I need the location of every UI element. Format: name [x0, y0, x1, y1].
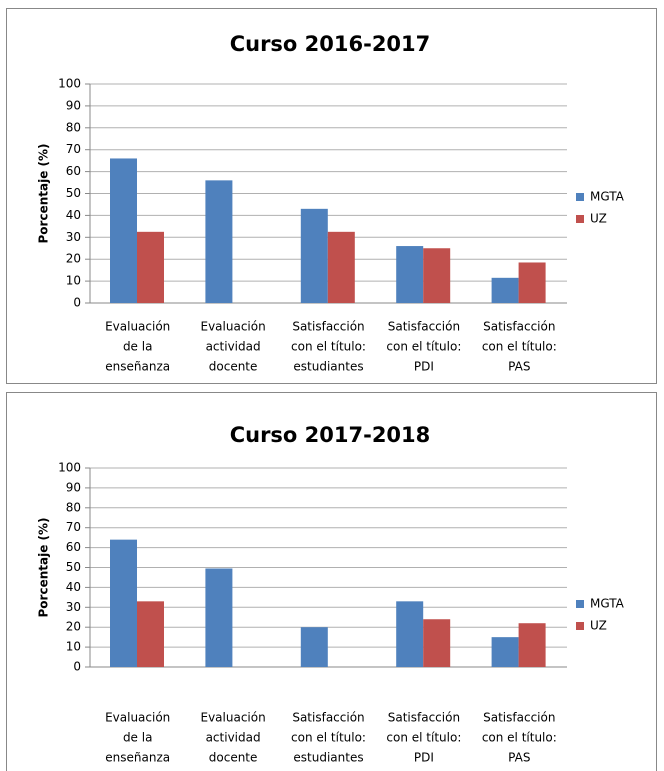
y-tick-label: 10 — [66, 640, 81, 654]
x-tick-label: enseñanza — [105, 751, 170, 765]
chart-title: Curso 2016-2017 — [230, 32, 431, 56]
y-axis-label: Porcentaje (%) — [37, 143, 51, 243]
x-tick-label: estudiantes — [293, 360, 363, 374]
bar — [110, 158, 137, 303]
y-tick-label: 70 — [66, 520, 81, 534]
y-axis-label: Porcentaje (%) — [37, 517, 51, 617]
bar — [110, 539, 137, 667]
legend-swatch — [576, 622, 584, 630]
x-tick-label: PAS — [508, 360, 530, 374]
x-tick-label: con el título: — [386, 731, 461, 745]
bar — [423, 619, 451, 667]
bar — [491, 277, 519, 303]
bar — [518, 262, 546, 303]
legend-label: UZ — [590, 212, 607, 226]
chart-title: Curso 2017-2018 — [230, 423, 431, 447]
y-tick-label: 40 — [66, 208, 81, 222]
y-tick-label: 0 — [73, 296, 81, 310]
y-tick-label: 60 — [66, 540, 81, 554]
y-tick-label: 80 — [66, 500, 81, 514]
x-tick-label: Evaluación — [105, 320, 170, 334]
legend-label: UZ — [590, 619, 607, 633]
y-tick-label: 50 — [66, 560, 81, 574]
bar — [396, 246, 424, 303]
x-tick-label: con el título: — [291, 340, 366, 354]
bar — [300, 627, 328, 667]
bar — [205, 568, 233, 667]
x-tick-label: Evaluación — [105, 711, 170, 725]
x-tick-label: PDI — [414, 751, 434, 765]
bar — [327, 231, 355, 303]
legend-swatch — [576, 215, 584, 223]
y-tick-label: 30 — [66, 600, 81, 614]
bar — [396, 601, 424, 667]
bar — [491, 637, 519, 667]
bar — [137, 601, 164, 667]
y-tick-label: 20 — [66, 252, 81, 266]
x-tick-label: de la — [123, 731, 153, 745]
y-tick-label: 70 — [66, 142, 81, 156]
x-tick-label: enseñanza — [105, 360, 170, 374]
x-tick-label: docente — [209, 751, 258, 765]
x-tick-label: Satisfacción — [388, 711, 460, 725]
x-tick-label: PDI — [414, 360, 434, 374]
y-tick-label: 40 — [66, 580, 81, 594]
legend-label: MGTA — [590, 190, 625, 204]
y-tick-label: 50 — [66, 186, 81, 200]
bar — [518, 623, 546, 667]
x-tick-label: con el título: — [482, 731, 557, 745]
x-tick-label: Satisfacción — [483, 320, 555, 334]
x-tick-label: con el título: — [291, 731, 366, 745]
x-tick-label: actividad — [206, 731, 261, 745]
x-tick-label: Evaluación — [200, 711, 265, 725]
y-tick-label: 0 — [73, 660, 81, 674]
x-tick-label: Satisfacción — [388, 320, 460, 334]
x-tick-label: estudiantes — [293, 751, 363, 765]
x-tick-label: de la — [123, 340, 153, 354]
x-tick-label: PAS — [508, 751, 530, 765]
bar — [423, 248, 451, 303]
legend-swatch — [576, 600, 584, 608]
y-tick-label: 80 — [66, 120, 81, 134]
y-tick-label: 60 — [66, 164, 81, 178]
y-tick-label: 20 — [66, 620, 81, 634]
legend-swatch — [576, 193, 584, 201]
y-tick-label: 100 — [58, 77, 81, 91]
x-tick-label: con el título: — [386, 340, 461, 354]
y-tick-label: 10 — [66, 274, 81, 288]
y-tick-label: 30 — [66, 230, 81, 244]
x-tick-label: con el título: — [482, 340, 557, 354]
y-tick-label: 90 — [66, 480, 81, 494]
x-tick-label: Satisfacción — [292, 711, 364, 725]
bar — [137, 231, 164, 303]
x-tick-label: Evaluación — [200, 320, 265, 334]
legend-label: MGTA — [590, 597, 625, 611]
x-tick-label: docente — [209, 360, 258, 374]
y-tick-label: 90 — [66, 98, 81, 112]
x-tick-label: Satisfacción — [292, 320, 364, 334]
x-tick-label: actividad — [206, 340, 261, 354]
bar — [300, 208, 328, 303]
x-tick-label: Satisfacción — [483, 711, 555, 725]
bar — [205, 180, 233, 303]
y-tick-label: 100 — [58, 461, 81, 475]
